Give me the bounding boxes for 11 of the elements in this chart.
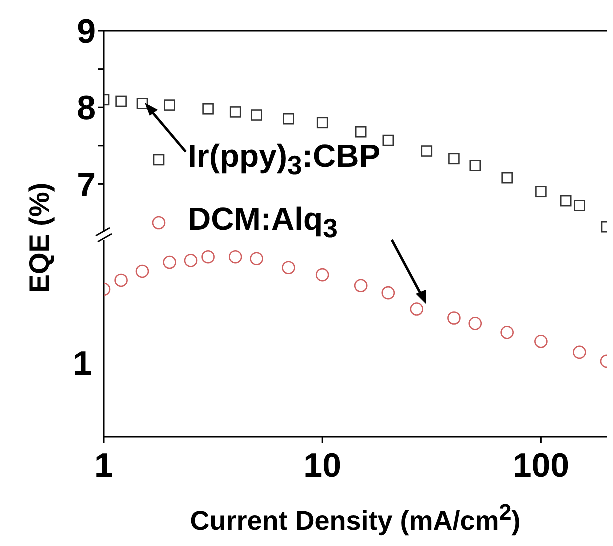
x-tick-label: 10 bbox=[304, 447, 342, 486]
y-axis-title: EQE (%) bbox=[24, 182, 56, 294]
x-axis-title: Current Density (mA/cm$^{2}$) bbox=[189, 500, 522, 537]
y-tick-label: 8 bbox=[77, 90, 96, 128]
y-tick-label: 7 bbox=[77, 166, 96, 204]
y-tick-label: 9 bbox=[77, 13, 96, 52]
legend-label: Ir(ppy)$_{3}$:CBP bbox=[188, 138, 381, 182]
x-tick-label: 1 bbox=[94, 447, 114, 486]
text: 1 bbox=[73, 344, 92, 384]
legend-label: DCM:Alq$_{3}$ bbox=[188, 201, 338, 245]
x-tick-label: 100 bbox=[512, 447, 570, 486]
